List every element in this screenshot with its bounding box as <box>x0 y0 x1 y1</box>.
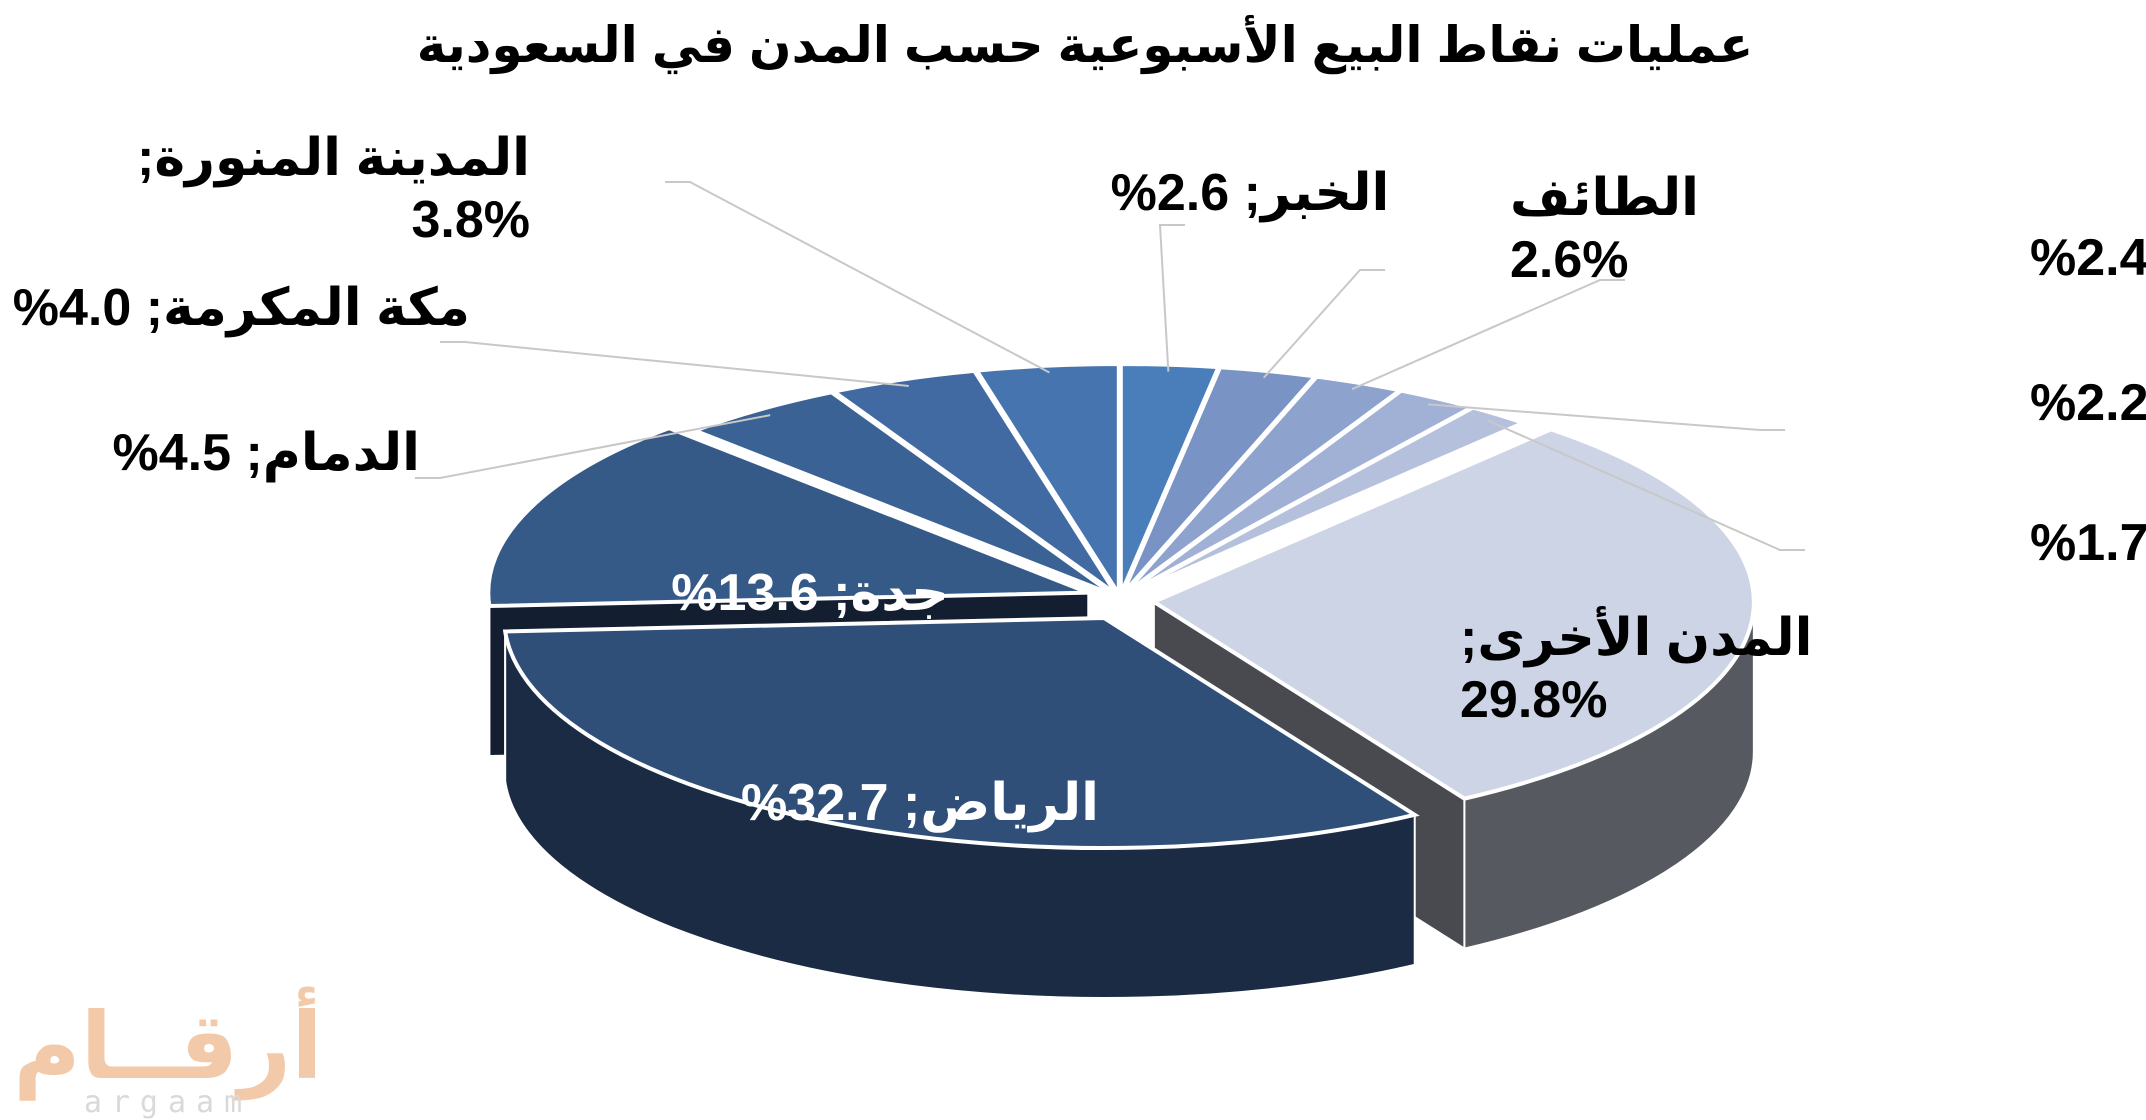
pie-tops <box>486 362 1756 851</box>
slice-top-9 <box>828 368 1119 597</box>
slice-label-5: المدن الأخرى; 29.8% <box>1460 605 1812 729</box>
leader-line-10 <box>665 181 1050 374</box>
leader-line-2 <box>1351 279 1625 391</box>
slice-label-10: المدينة المنورة; 3.8% <box>137 129 530 249</box>
leader-line-0 <box>1158 224 1185 372</box>
slice-top-10 <box>973 362 1121 601</box>
slice-top-7 <box>486 425 1090 609</box>
slice-label-1: الطائف 2.6% <box>1510 169 1699 289</box>
slice-label-6: الرياض; 32.7% <box>741 774 1099 833</box>
slice-top-6 <box>502 616 1420 851</box>
slice-label-4: أبها; 1.7% <box>2030 508 2146 573</box>
slice-label-7: جدة; 13.6% <box>671 564 948 622</box>
leader-line-9 <box>440 341 909 387</box>
slice-label-8: الدمام; 4.5% <box>112 424 420 483</box>
slice-top-5 <box>1149 427 1756 801</box>
leader-line-3 <box>1427 403 1785 431</box>
slice-label-2: خميس مشيط; 2.4% <box>2030 229 2146 287</box>
slice-label-9: مكة المكرمة; 4.0% <box>13 279 470 338</box>
argaam-logo: أرقــام argaam <box>13 986 323 1120</box>
leader-line-4 <box>1487 419 1805 551</box>
watermark-arabic: أرقــام <box>13 986 323 1101</box>
watermark-latin: argaam <box>84 1085 252 1120</box>
leader-line-8 <box>415 414 771 479</box>
leader-line-1 <box>1263 269 1385 379</box>
slice-label-3: بريدة; 2.2% <box>2030 374 2146 433</box>
chart-title: عمليات نقاط البيع الأسبوعية حسب المدن في… <box>417 14 1754 75</box>
slice-side-7 <box>487 592 491 757</box>
leader-lines <box>415 181 1805 551</box>
slice-label-0: الخبر; 2.6% <box>1111 164 1390 223</box>
